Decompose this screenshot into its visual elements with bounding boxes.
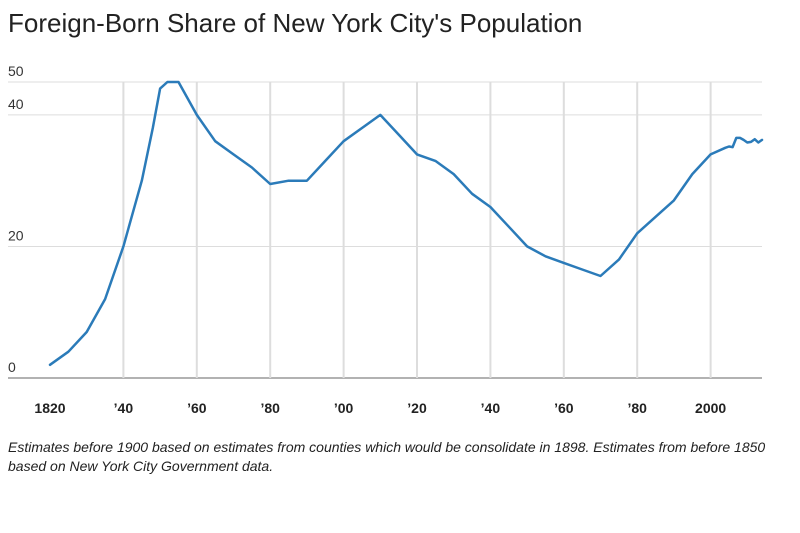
x-tick-label: ’80	[260, 400, 280, 416]
grid-lines	[8, 81, 762, 379]
x-tick-label: ’40	[114, 400, 134, 416]
series-line	[48, 80, 764, 367]
chart-title: Foreign-Born Share of New York City's Po…	[8, 8, 583, 38]
x-tick-label: 1820	[34, 400, 65, 416]
line-chart: 0 20 40 50 1820 ’40 ’60 ’80 ’00 ’20 ’40 ’60 ’80 2000	[8, 63, 764, 416]
x-tick-label: ’80	[627, 400, 647, 416]
y-tick-label: 0	[8, 359, 16, 375]
x-tick-label: 2000	[695, 400, 726, 416]
x-tick-label: ’00	[334, 400, 354, 416]
y-tick-label: 20	[8, 227, 24, 243]
y-axis-ticks: 0 20 40 50	[8, 63, 24, 375]
series-layer	[48, 80, 764, 367]
x-axis-ticks: 1820 ’40 ’60 ’80 ’00 ’20 ’40 ’60 ’80 2000	[34, 400, 726, 416]
x-tick-label: ’20	[407, 400, 427, 416]
y-tick-label: 40	[8, 96, 24, 112]
x-tick-label: ’60	[187, 400, 207, 416]
y-tick-label: 50	[8, 63, 24, 79]
x-tick-label: ’60	[554, 400, 574, 416]
chart-footnote: Estimates before 1900 based on estimates…	[8, 439, 766, 474]
x-tick-label: ’40	[481, 400, 501, 416]
